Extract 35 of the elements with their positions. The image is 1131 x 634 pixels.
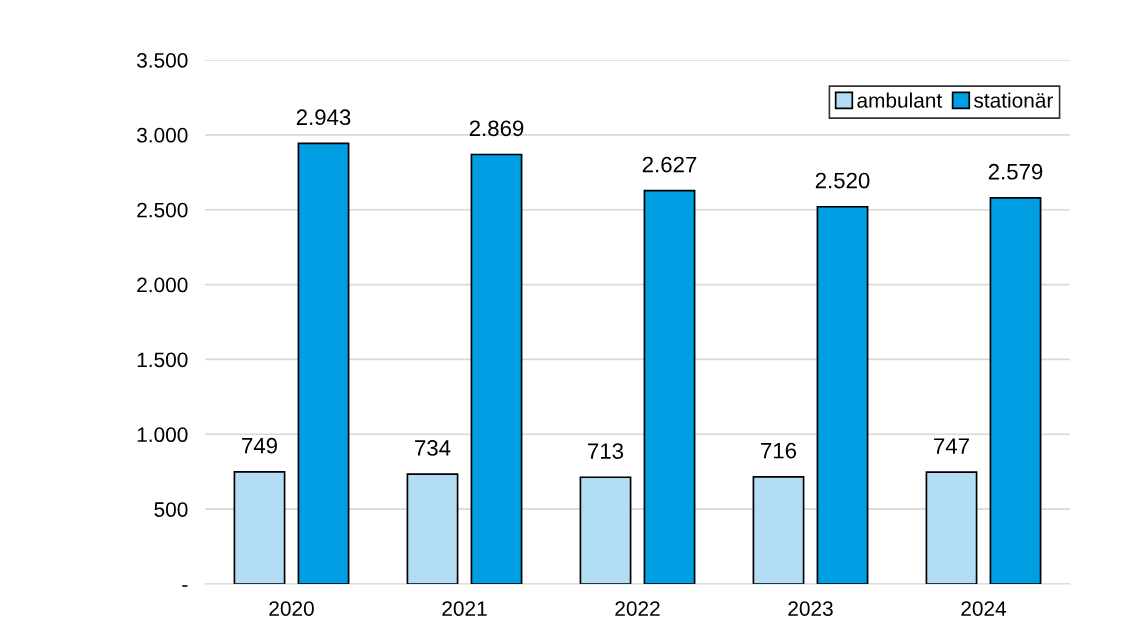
x-tick-label: 2024 [961, 601, 1007, 616]
data-label: 2.520 [815, 172, 870, 189]
y-tick-label: - [182, 585, 188, 587]
y-tick-label: 3.000 [137, 127, 188, 143]
bar [579, 476, 632, 584]
data-label: 2.627 [642, 156, 697, 173]
data-label: 2.869 [469, 120, 524, 137]
x-tick-label: 2020 [269, 601, 314, 616]
data-label: 716 [761, 442, 797, 459]
data-label: 747 [934, 438, 969, 454]
bar [989, 197, 1042, 584]
bar [297, 142, 350, 584]
data-label: 2.579 [988, 163, 1043, 180]
y-tick-label: 3.500 [137, 53, 188, 68]
data-label: 749 [242, 437, 277, 454]
x-tick-label: 2022 [615, 601, 660, 616]
bar [816, 205, 869, 584]
y-tick-label: 500 [154, 502, 188, 517]
x-tick-label: 2023 [788, 601, 833, 616]
data-label: 734 [415, 440, 451, 456]
data-label: 713 [588, 443, 624, 459]
bar [925, 471, 978, 584]
x-tick-label: 2021 [442, 601, 487, 616]
y-tick-label: 1.000 [137, 427, 188, 443]
bar [406, 473, 459, 584]
y-tick-label: 2.500 [137, 202, 188, 218]
bar [233, 471, 286, 584]
bar [470, 153, 523, 584]
bar [643, 189, 696, 584]
y-tick-label: 2.000 [137, 277, 188, 293]
legend-label: stationär [974, 92, 1053, 108]
legend-label: ambulant [857, 92, 943, 108]
y-tick-label: 1.500 [137, 352, 188, 368]
bar [752, 475, 805, 584]
data-label: 2.943 [296, 109, 351, 126]
